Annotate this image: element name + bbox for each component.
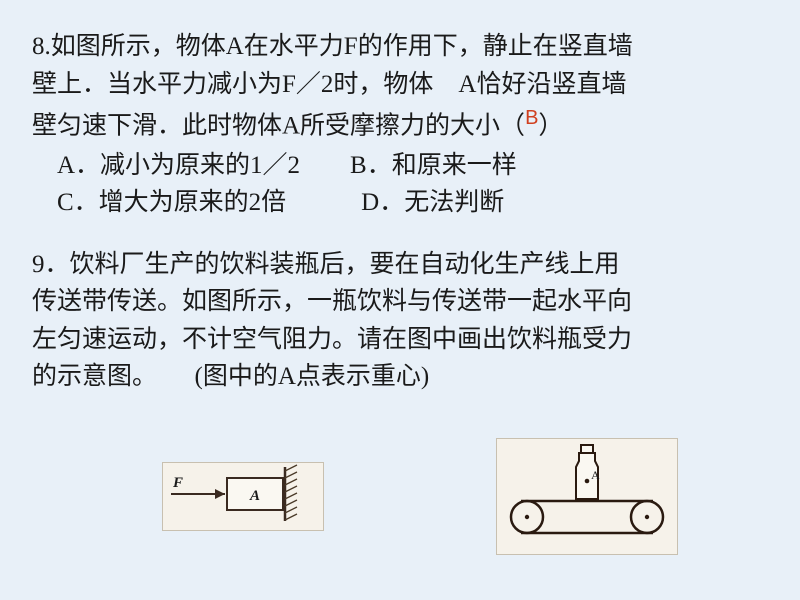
question-8: 8.如图所示，物体A在水平力F的作用下，静止在竖直墙 壁上．当水平力减小为F／2… — [32, 28, 768, 222]
q9-line3: 左匀速运动，不计空气阻力。请在图中画出饮料瓶受力 — [32, 326, 632, 353]
question-9: 9．饮料厂生产的饮料装瓶后，要在自动化生产线上用 传送带传送。如图所示，一瓶饮料… — [32, 246, 768, 396]
q9-line1: 9．饮料厂生产的饮料装瓶后，要在自动化生产线上用 — [32, 251, 620, 278]
q9-line2: 传送带传送。如图所示，一瓶饮料与传送带一起水平向 — [32, 288, 632, 315]
q9-text: 9．饮料厂生产的饮料装瓶后，要在自动化生产线上用 传送带传送。如图所示，一瓶饮料… — [32, 246, 768, 396]
roller-right-center — [645, 515, 649, 519]
force-arrowhead — [215, 489, 225, 499]
figure-1-box: F A — [162, 462, 324, 531]
q8-answer: B — [525, 107, 538, 129]
block-label: A — [249, 488, 260, 504]
roller-left-center — [525, 515, 529, 519]
point-a — [585, 479, 590, 484]
figures-row: F A — [32, 420, 768, 555]
q8-text: 8.如图所示，物体A在水平力F的作用下，静止在竖直墙 壁上．当水平力减小为F／2… — [32, 28, 768, 145]
figure-1-svg: F A — [163, 463, 323, 525]
q8-options: A．减小为原来的1／2 B．和原来一样 C．增大为原来的2倍 D．无法判断 — [32, 147, 768, 222]
q8-optC: C．增大为原来的2倍 D．无法判断 — [32, 189, 504, 216]
force-label: F — [172, 475, 183, 491]
q8-line3-post: ） — [538, 112, 563, 139]
q8-line2: 壁上．当水平力减小为F／2时，物体 A恰好沿竖直墙 — [32, 71, 626, 98]
q8-optA: A．减小为原来的1／2 B．和原来一样 — [32, 152, 517, 179]
figure-2-svg: A — [497, 439, 677, 549]
q8-line1: 8.如图所示，物体A在水平力F的作用下，静止在竖直墙 — [32, 33, 633, 60]
wall-hatch — [285, 465, 297, 520]
q9-line4: 的示意图。 (图中的A点表示重心) — [32, 363, 429, 390]
point-a-label: A — [591, 468, 600, 482]
q8-line3-pre: 壁匀速下滑．此时物体A所受摩擦力的大小（ — [32, 112, 525, 139]
figure-2-box: A — [496, 438, 678, 555]
